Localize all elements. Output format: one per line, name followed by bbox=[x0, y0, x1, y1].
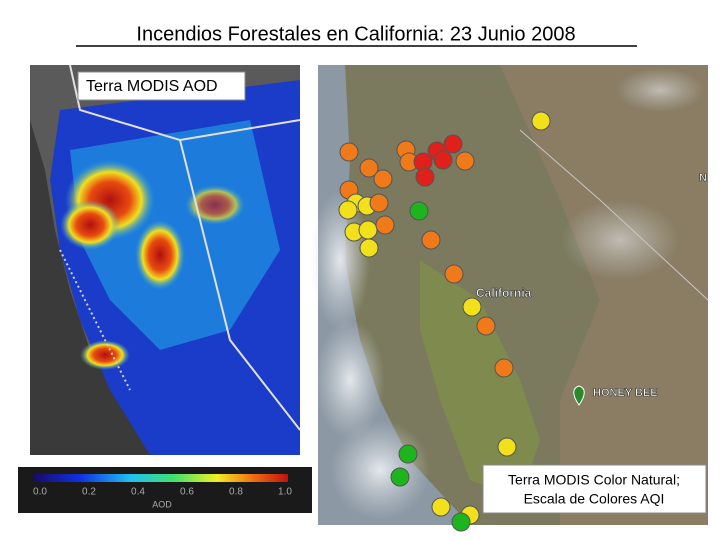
colorbar-tick-label: 1.0 bbox=[278, 487, 292, 498]
slide-title: Incendios Forestales en California: 23 J… bbox=[136, 23, 575, 45]
colorbar-tick-label: 0.2 bbox=[82, 487, 96, 498]
aod-label: Terra MODIS AOD bbox=[86, 78, 218, 95]
caption-box bbox=[482, 464, 707, 514]
colorbar-tick-label: 0.8 bbox=[229, 487, 243, 498]
place-label: California bbox=[476, 286, 532, 300]
colorbar bbox=[34, 474, 288, 482]
place-label: HONEY BEE bbox=[593, 387, 658, 399]
aod-label-box bbox=[77, 71, 246, 101]
aod-map bbox=[30, 64, 301, 455]
caption-line: Terra MODIS Color Natural; bbox=[508, 472, 680, 488]
colorbar-tick-label: 0.6 bbox=[180, 487, 194, 498]
colorbar-tick-label: 0.4 bbox=[131, 487, 145, 498]
place-label: N bbox=[699, 172, 707, 184]
caption-line: Escala de Colores AQI bbox=[524, 491, 665, 507]
colorbar-tick-label: 0.0 bbox=[33, 487, 47, 498]
natural-color-map bbox=[310, 65, 709, 532]
colorbar-ticks: 0.0 0.2 0.4 0.6 0.8 1.0 bbox=[33, 487, 292, 498]
colorbar-label: AOD bbox=[152, 499, 172, 509]
